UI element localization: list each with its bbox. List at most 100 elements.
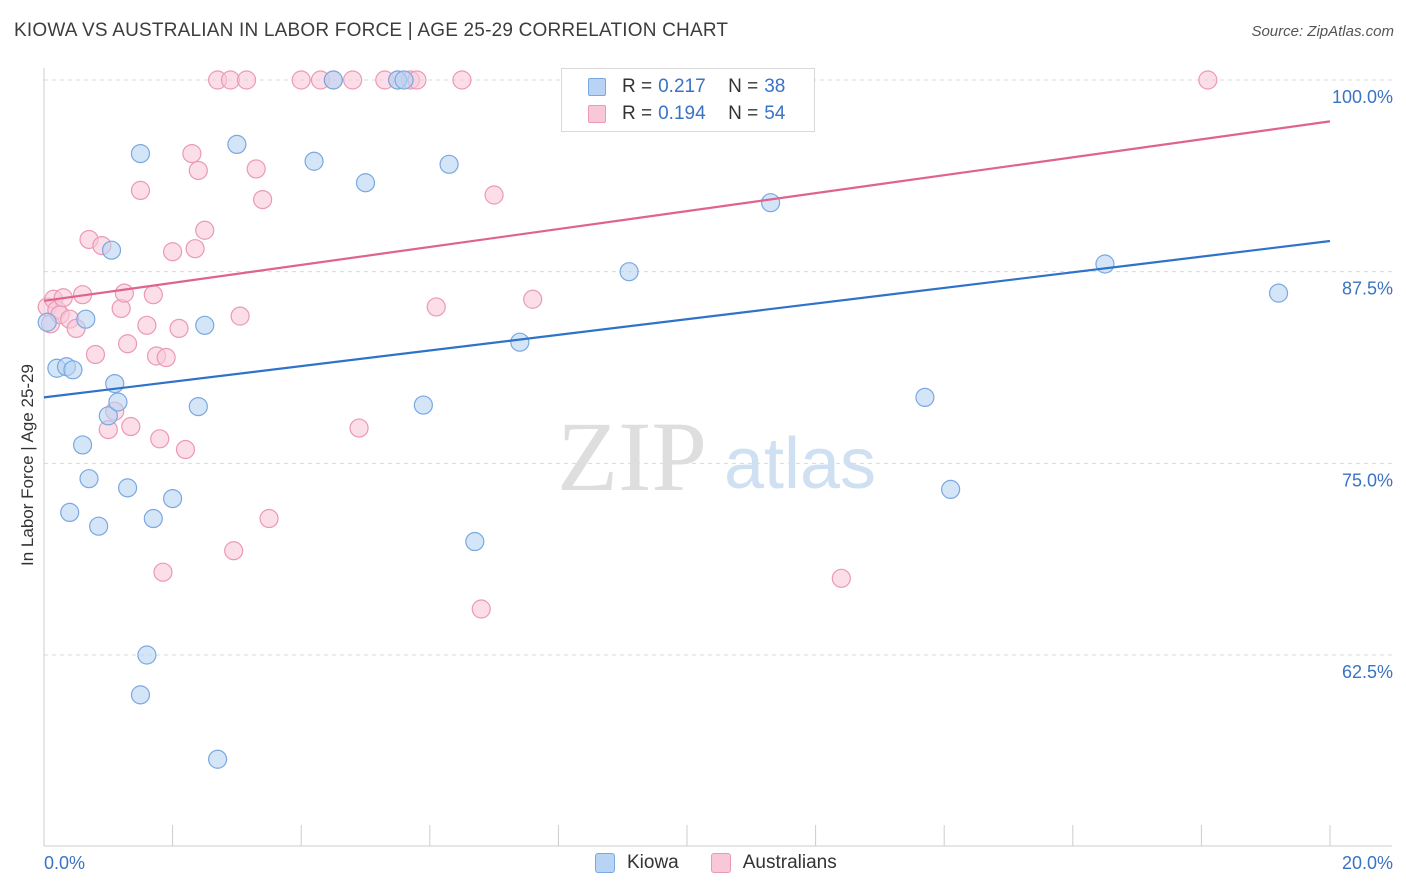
australians-point xyxy=(188,160,208,181)
australians-point xyxy=(130,180,151,200)
australians-legend-swatch xyxy=(710,853,731,873)
australians-point xyxy=(153,562,173,582)
australians-point xyxy=(195,220,215,240)
australians-r-value: 0.194 xyxy=(658,103,706,124)
source-label: Source: ZipAtlas.com xyxy=(1251,23,1394,40)
kiowa-point xyxy=(98,406,118,426)
y-tick-label: 62.5% xyxy=(1342,662,1393,682)
kiowa-point xyxy=(108,392,128,412)
gridlines xyxy=(44,79,1392,656)
kiowa-point xyxy=(117,478,138,498)
australians-point xyxy=(349,418,369,438)
kiowa-point xyxy=(163,489,183,509)
x-tick-label: 20.0% xyxy=(1342,853,1393,873)
australians-point xyxy=(253,190,273,210)
australians-point xyxy=(484,185,504,205)
australians-point xyxy=(224,541,244,561)
kiowa-point xyxy=(619,262,639,282)
australians-point xyxy=(523,289,543,309)
australians-point xyxy=(471,599,491,619)
australians-point xyxy=(246,159,266,179)
kiowa-point xyxy=(465,531,485,552)
australians-n-label: N = xyxy=(728,103,759,124)
kiowa-point xyxy=(60,502,80,523)
kiowa-point xyxy=(941,479,961,499)
australians-point xyxy=(291,70,311,90)
australians-point xyxy=(831,568,851,588)
legend-item-kiowa[interactable]: Kiowa xyxy=(595,852,679,874)
correlation-legend: R = 0.217 N = 38 R = 0.194 N = 54 xyxy=(561,68,815,132)
australians-point xyxy=(114,283,134,303)
australians-legend-label: Australians xyxy=(742,852,837,873)
australians-point xyxy=(182,144,202,164)
australians-point xyxy=(121,416,141,437)
y-tick-label: 100.0% xyxy=(1332,87,1393,107)
australians-point xyxy=(156,347,176,368)
australians-point xyxy=(85,344,106,365)
kiowa-point xyxy=(304,151,324,171)
australians-r-label: R = xyxy=(622,103,653,124)
kiowa-point xyxy=(439,154,459,174)
kiowa-point xyxy=(915,387,935,407)
australians-point xyxy=(169,318,189,338)
kiowa-n-value: 38 xyxy=(764,76,786,97)
kiowa-points xyxy=(37,70,1289,769)
kiowa-swatch xyxy=(588,78,606,96)
kiowa-point xyxy=(323,70,343,90)
australians-n-value: 54 xyxy=(764,103,786,124)
australians-point xyxy=(150,429,170,449)
kiowa-point xyxy=(76,309,96,329)
australians-point xyxy=(117,334,138,354)
trend-lines xyxy=(43,120,1331,399)
watermark: ZIP atlas xyxy=(557,401,876,512)
chart-title: KIOWA VS AUSTRALIAN IN LABOR FORCE | AGE… xyxy=(14,20,729,41)
y-tick-label: 75.0% xyxy=(1342,470,1393,490)
kiowa-point xyxy=(413,395,433,415)
australians-swatch xyxy=(588,105,606,123)
x-tick-label: 0.0% xyxy=(44,853,85,873)
australians-point xyxy=(143,285,163,305)
kiowa-point xyxy=(37,312,57,332)
tick-labels: 100.0% 87.5% 75.0% 62.5% 0.0% 20.0% xyxy=(44,87,1393,873)
australians-trend-line xyxy=(43,120,1331,302)
kiowa-n-label: N = xyxy=(728,76,759,97)
kiowa-point xyxy=(72,435,93,455)
kiowa-point xyxy=(188,397,208,417)
kiowa-point xyxy=(79,469,99,489)
kiowa-point xyxy=(510,332,530,352)
australians-point xyxy=(175,439,196,460)
legend-row-australians: R = 0.194 N = 54 xyxy=(588,102,785,126)
kiowa-point xyxy=(355,173,376,193)
kiowa-point xyxy=(208,749,228,769)
kiowa-legend-swatch xyxy=(595,853,615,873)
kiowa-point xyxy=(760,193,781,213)
australians-point xyxy=(259,508,279,529)
kiowa-point xyxy=(143,508,163,529)
kiowa-point xyxy=(130,685,151,705)
axes xyxy=(43,68,1392,847)
kiowa-legend-label: Kiowa xyxy=(627,852,679,873)
kiowa-point xyxy=(137,645,157,665)
kiowa-point xyxy=(227,134,247,154)
kiowa-point xyxy=(394,70,414,90)
kiowa-point xyxy=(195,315,215,335)
australians-point xyxy=(163,242,183,262)
australians-point xyxy=(185,239,205,259)
legend-row-kiowa: R = 0.217 N = 38 xyxy=(588,75,785,99)
kiowa-point xyxy=(130,144,151,164)
series-legend: Kiowa Australians xyxy=(595,852,869,874)
y-axis-label: In Labor Force | Age 25-29 xyxy=(18,364,37,566)
kiowa-trend-line xyxy=(43,239,1331,399)
kiowa-point xyxy=(1268,283,1289,303)
watermark-zip: ZIP xyxy=(557,401,707,512)
kiowa-point xyxy=(101,240,122,260)
australians-point xyxy=(236,70,257,90)
australians-point xyxy=(426,297,446,317)
australians-point xyxy=(137,315,157,335)
kiowa-r-label: R = xyxy=(622,76,653,97)
australians-point xyxy=(1198,70,1218,90)
australians-points xyxy=(37,70,1218,619)
kiowa-point xyxy=(63,360,83,380)
legend-item-australians[interactable]: Australians xyxy=(710,852,837,874)
